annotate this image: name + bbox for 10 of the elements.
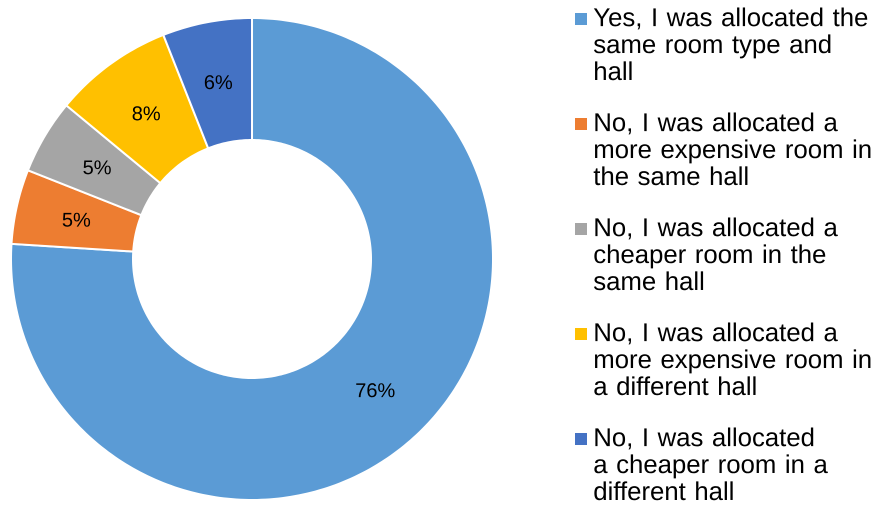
legend-label: Yes, I was allocated the same room type and hall — [594, 7, 868, 80]
data-label: 76% — [356, 383, 395, 398]
data-label: 8% — [132, 106, 160, 120]
legend-label: No, I was allocated a cheaper room in the same hall — [594, 217, 838, 290]
legend-label: No, I was allocated a cheaper room in a different hall — [594, 427, 828, 500]
data-label: 5% — [83, 160, 111, 174]
legend-label: No, I was allocated a more expensive room in the same hall — [594, 112, 870, 186]
legend-label: No, I was allocated a more expensive room in a different hall — [594, 322, 870, 396]
data-label: 6% — [204, 75, 232, 90]
data-label: 5% — [62, 212, 90, 227]
